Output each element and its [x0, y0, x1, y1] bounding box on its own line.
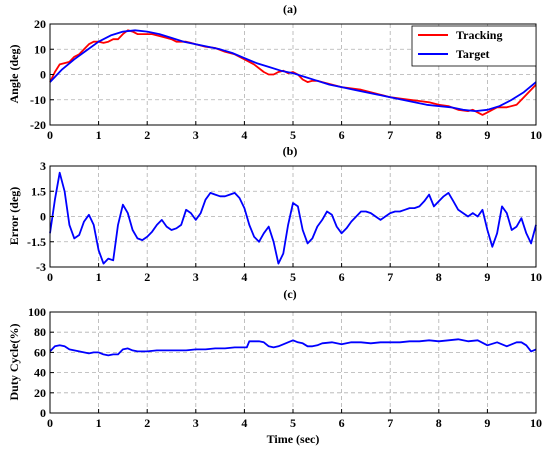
panel-c-ytick-label: 60: [34, 345, 46, 359]
panel-a-ylabel: Angle (deg): [7, 45, 21, 104]
panel-a-angle: (a) Angle (deg) 0 1 2 3 4 5 6 7 8 9 1020100-10-20 …: [7, 2, 542, 142]
legend-label-tracking: Tracking: [456, 28, 502, 42]
panel-b-error: (b) Error (deg) 0 1 2 3 4 5 6 7 8 9 10 3 1.5 0 -1.5 -3: [7, 144, 542, 284]
panel-b-xtick-label: 6: [339, 270, 345, 284]
panel-a-xtick-label: 3: [193, 128, 199, 142]
panel-c-title: (c): [283, 287, 296, 301]
panel-b-xtick-label: 0: [47, 270, 53, 284]
panel-a-series-target: [49, 29, 537, 112]
panel-a-ytick-label: 10: [34, 42, 46, 56]
panel-a-xtick-label: 7: [387, 128, 393, 142]
panel-a-title: (a): [283, 2, 297, 16]
panel-b-xtick-label: 9: [484, 270, 490, 284]
panel-b-ylabel: Error (deg): [7, 187, 21, 246]
panel-a-ytick-label: 20: [34, 17, 46, 31]
panel-b-xtick-label: 3: [193, 270, 199, 284]
panel-a-xtick-label: 2: [144, 128, 150, 142]
panel-b-ytick-label: 0: [40, 210, 46, 224]
panel-b-xtick-label: 1: [96, 270, 102, 284]
panel-c-ytick-label: 20: [34, 386, 46, 400]
panel-c-xtick-label: 0: [47, 416, 53, 430]
panel-c-xlabel: Time (sec): [267, 432, 320, 446]
panel-a-xtick-label: 6: [339, 128, 345, 142]
panel-a-xtick-label: 9: [484, 128, 490, 142]
panel-c-xtick-label: 3: [193, 416, 199, 430]
panel-a-xtick-label: 1: [96, 128, 102, 142]
panel-c-xtick-label: 9: [484, 416, 490, 430]
panel-b-xtick-label: 8: [436, 270, 442, 284]
panel-b-ytick-label: -3: [36, 260, 46, 274]
panel-b-ytick-label: -1.5: [27, 235, 46, 249]
panel-c-ytick-label: 80: [34, 325, 46, 339]
panel-c-ytick-label: 40: [34, 366, 46, 380]
panel-a-xtick-label: 8: [436, 128, 442, 142]
legend-label-target: Target: [456, 47, 490, 61]
panel-c-ylabel: Duty Cycle(%): [7, 324, 21, 401]
panel-b-xtick-label: 7: [387, 270, 393, 284]
panel-a-xtick-label: 0: [47, 128, 53, 142]
panel-b-xtick-label: 4: [241, 270, 247, 284]
panel-b-xtick-label: 2: [144, 270, 150, 284]
panel-a-ytick-label: 0: [40, 68, 46, 82]
panel-b-series-line: [49, 171, 537, 265]
panel-a-xtick-label: 4: [241, 128, 247, 142]
panel-a-xtick-label: 10: [530, 128, 542, 142]
panel-c-xtick-label: 2: [144, 416, 150, 430]
panel-c-duty-cycle: (c) Duty Cycle(%) 0 1 2 3 4 5 6 7 8 9 10 100 80 60 40 2…: [7, 287, 542, 446]
panel-c-xtick-label: 4: [241, 416, 247, 430]
panel-c-series-line: [49, 338, 537, 357]
panel-b-ytick-label: 1.5: [31, 184, 46, 198]
panel-b-xtick-label: 10: [530, 270, 542, 284]
panel-c-xtick-label: 10: [530, 416, 542, 430]
panel-a-legend: Tracking Target: [411, 25, 537, 67]
panel-a-series-tracking: [49, 29, 537, 116]
panel-b-ytick-label: 3: [40, 159, 46, 173]
panel-a-ytick-label: -20: [30, 118, 46, 132]
panel-c-xtick-label: 1: [96, 416, 102, 430]
panel-a-ytick-label: -10: [30, 93, 46, 107]
panel-c-ytick-label: 100: [28, 305, 46, 319]
panel-a-xtick-label: 5: [290, 128, 296, 142]
panel-c-ytick-label: 0: [40, 406, 46, 420]
panel-c-xtick-label: 7: [387, 416, 393, 430]
panel-b-xtick-label: 5: [290, 270, 296, 284]
panel-c-xtick-label: 8: [436, 416, 442, 430]
panel-c-xtick-label: 6: [339, 416, 345, 430]
panel-c-xtick-label: 5: [290, 416, 296, 430]
panel-b-title: (b): [283, 144, 298, 158]
